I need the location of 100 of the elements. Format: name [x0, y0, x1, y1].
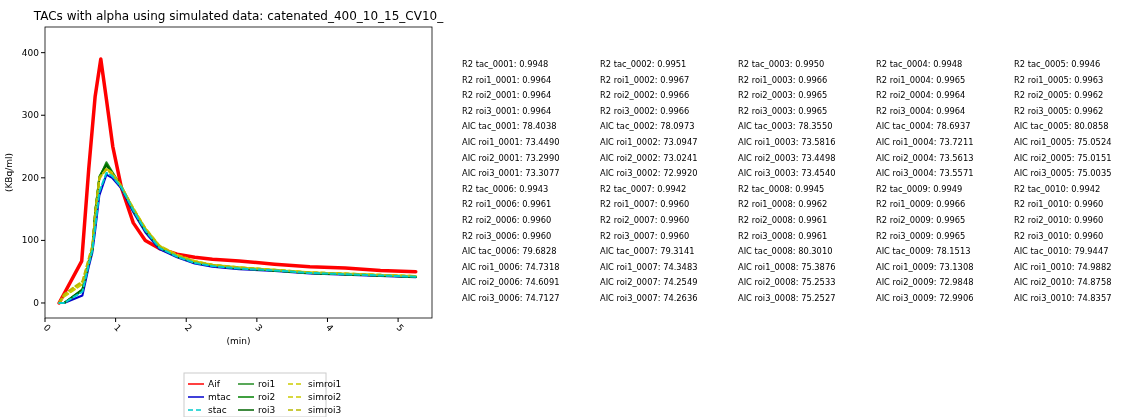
text: AIC roi1_0003: 73.5816 [738, 137, 836, 147]
text: R2 tac_0005: 0.9946 [1014, 59, 1101, 69]
legend-label: roi2 [258, 391, 276, 402]
text: AIC roi2_0009: 72.9848 [876, 277, 974, 288]
x-tick-label: 1 [112, 322, 124, 334]
text: AIC tac_0007: 79.3141 [600, 246, 695, 257]
text: AIC roi2_0003: 73.4498 [738, 152, 836, 163]
legend-label: simroi1 [308, 378, 342, 389]
text: R2 roi2_0007: 0.9960 [600, 215, 690, 225]
text: R2 roi1_0004: 0.9965 [876, 74, 966, 85]
text: AIC roi3_0010: 74.8357 [1014, 293, 1112, 303]
text: AIC roi3_0008: 75.2527 [738, 293, 836, 303]
y-tick-label: 400 [21, 47, 40, 58]
text: R2 tac_0007: 0.9942 [600, 183, 687, 194]
text: R2 roi2_0005: 0.9962 [1014, 90, 1104, 101]
text: R2 roi1_0002: 0.9967 [600, 74, 690, 85]
text: R2 roi1_0008: 0.9962 [738, 199, 828, 210]
legend-label: simroi2 [308, 391, 342, 402]
text: AIC roi3_0007: 74.2636 [600, 293, 698, 303]
text: R2 roi2_0009: 0.9965 [876, 215, 966, 225]
text: R2 roi3_0005: 0.9962 [1014, 105, 1104, 116]
text: AIC roi2_0007: 74.2549 [600, 277, 698, 288]
x-axis-title: (min) [226, 336, 251, 346]
text: R2 tac_0008: 0.9945 [738, 183, 825, 194]
legend-label: Aif [208, 378, 221, 389]
legend-label: mtac [208, 391, 231, 402]
x-tick-label: 2 [182, 322, 194, 334]
text: R2 roi3_0002: 0.9966 [600, 105, 690, 116]
text: AIC roi1_0010: 74.9882 [1014, 261, 1112, 272]
text: AIC roi1_0007: 74.3483 [600, 261, 698, 272]
text: AIC tac_0004: 78.6937 [876, 121, 971, 132]
text: R2 tac_0002: 0.9951 [600, 59, 687, 69]
y-tick-label: 0 [33, 297, 40, 308]
text: AIC tac_0009: 78.1513 [876, 246, 971, 257]
text: AIC tac_0001: 78.4038 [462, 121, 557, 132]
text: AIC roi1_0005: 75.0524 [1014, 137, 1112, 147]
text: R2 tac_0003: 0.9950 [738, 59, 825, 69]
text: R2 roi1_0001: 0.9964 [462, 74, 552, 85]
text: AIC roi3_0009: 72.9906 [876, 293, 974, 303]
text: AIC roi1_0001: 73.4490 [462, 137, 560, 147]
text: AIC roi1_0002: 73.0947 [600, 137, 698, 147]
text: AIC roi1_0006: 74.7318 [462, 261, 560, 272]
text: R2 roi3_0009: 0.9965 [876, 230, 966, 241]
text: AIC roi2_0005: 75.0151 [1014, 152, 1112, 163]
y-axis-title: (KBq/ml) [4, 152, 14, 193]
text: R2 roi3_0010: 0.9960 [1014, 230, 1104, 241]
x-tick-label: 0 [41, 322, 53, 334]
text: R2 roi2_0004: 0.9964 [876, 90, 966, 101]
x-tick-label: 4 [324, 322, 336, 334]
text: AIC roi1_0008: 75.3876 [738, 261, 836, 272]
text: AIC roi3_0002: 72.9920 [600, 168, 698, 179]
text: R2 roi1_0010: 0.9960 [1014, 199, 1104, 210]
y-tick-label: 100 [21, 235, 40, 246]
text: R2 tac_0009: 0.9949 [876, 183, 963, 194]
text: AIC tac_0010: 79.9447 [1014, 246, 1109, 257]
text: AIC roi2_0006: 74.6091 [462, 277, 560, 288]
text: R2 roi3_0007: 0.9960 [600, 230, 690, 241]
text: AIC roi3_0006: 74.7127 [462, 293, 560, 303]
text: R2 tac_0004: 0.9948 [876, 59, 963, 69]
text: R2 roi2_0010: 0.9960 [1014, 215, 1104, 225]
legend-label: stac [208, 404, 227, 415]
legend-label: roi3 [258, 404, 276, 415]
text: R2 roi1_0006: 0.9961 [462, 199, 552, 210]
x-tick-label: 3 [253, 322, 265, 334]
x-tick-label: 5 [394, 322, 406, 334]
text: AIC tac_0006: 79.6828 [462, 246, 557, 257]
text: R2 roi1_0009: 0.9966 [876, 199, 966, 210]
text: R2 tac_0001: 0.9948 [462, 59, 549, 69]
y-tick-label: 300 [21, 110, 40, 121]
text: R2 roi2_0008: 0.9961 [738, 215, 828, 225]
text: R2 roi3_0003: 0.9965 [738, 105, 828, 116]
text: AIC roi3_0004: 73.5571 [876, 168, 974, 179]
text: R2 roi2_0006: 0.9960 [462, 215, 552, 225]
text: AIC tac_0008: 80.3010 [738, 246, 833, 257]
text: R2 roi2_0001: 0.9964 [462, 90, 552, 101]
text: R2 roi1_0003: 0.9966 [738, 74, 828, 85]
chart-title: TACs with alpha using simulated data: catenated_400_10_15_CV10_ [32, 9, 445, 23]
text: AIC roi3_0005: 75.0035 [1014, 168, 1112, 179]
text: R2 roi1_0007: 0.9960 [600, 199, 690, 210]
text: R2 tac_0006: 0.9943 [462, 183, 549, 194]
text: R2 roi2_0003: 0.9965 [738, 90, 828, 101]
text: R2 roi3_0001: 0.9964 [462, 105, 552, 116]
text: R2 tac_0010: 0.9942 [1014, 183, 1101, 194]
text: R2 roi3_0006: 0.9960 [462, 230, 552, 241]
text: AIC tac_0005: 80.0858 [1014, 121, 1109, 132]
text: AIC roi2_0001: 73.2990 [462, 152, 560, 163]
text: R2 roi3_0004: 0.9964 [876, 105, 966, 116]
text: AIC roi1_0009: 73.1308 [876, 261, 974, 272]
text: AIC roi3_0003: 73.4540 [738, 168, 836, 179]
y-tick-label: 200 [21, 172, 40, 183]
legend-label: roi1 [258, 378, 276, 389]
text: AIC roi2_0010: 74.8758 [1014, 277, 1112, 288]
text: R2 roi2_0002: 0.9966 [600, 90, 690, 101]
text: AIC roi2_0004: 73.5613 [876, 152, 974, 163]
text: AIC roi2_0002: 73.0241 [600, 152, 698, 163]
text: AIC tac_0002: 78.0973 [600, 121, 695, 132]
text: AIC roi1_0004: 73.7211 [876, 137, 974, 147]
text: AIC roi2_0008: 75.2533 [738, 277, 836, 288]
text: R2 roi3_0008: 0.9961 [738, 230, 828, 241]
text: AIC roi3_0001: 73.3077 [462, 168, 560, 179]
